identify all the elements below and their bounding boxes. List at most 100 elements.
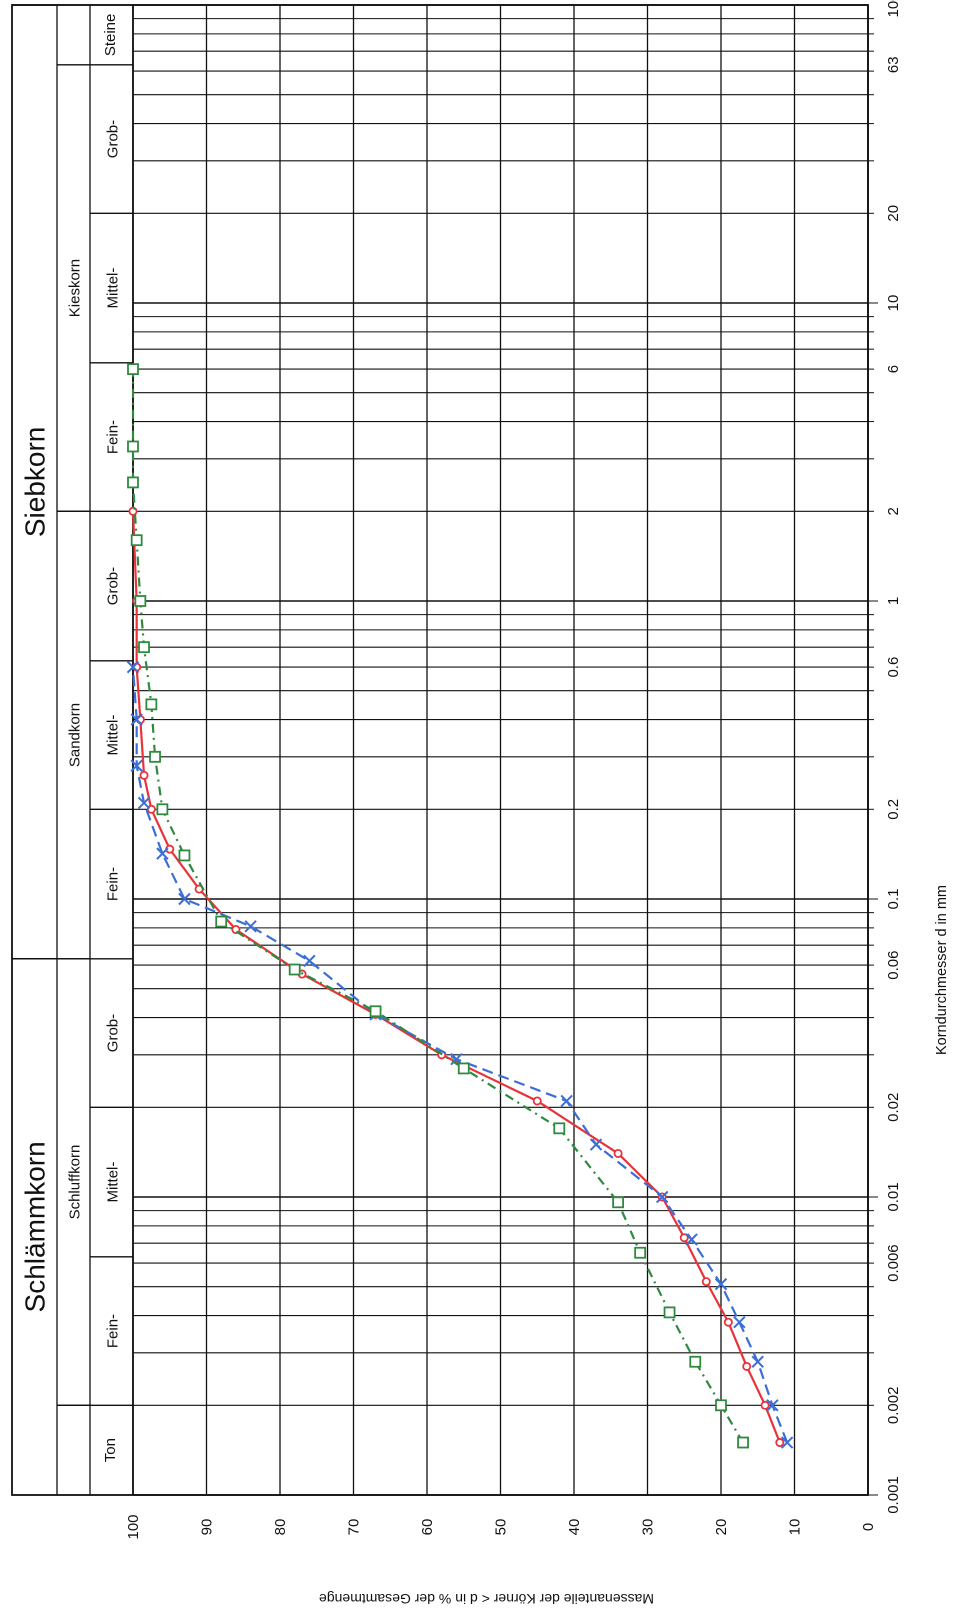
header-class-label-1: Sandkorn [67, 703, 84, 767]
data-point [560, 1094, 573, 1108]
axis-labels: 0.001 0.002 0.006 0.01 0.02 0.06 0.1 0.2 0.6 1 2 6 1… [125, 0, 950, 1607]
data-point [689, 1355, 702, 1368]
header-subclass-label-3: Grob- [105, 1014, 122, 1052]
x-tick-label: 0.006 [885, 1244, 902, 1282]
y-tick-label: 10 [787, 1519, 804, 1536]
data-point [737, 1436, 749, 1449]
data-point [715, 1399, 727, 1412]
series-line [131, 511, 781, 1443]
data-point [156, 847, 169, 860]
x-tick-label: 2 [885, 507, 902, 515]
x-tick-label: 63 [885, 56, 902, 73]
x-tick-label: 10 [885, 295, 902, 312]
y-tick-label: 90 [199, 1519, 216, 1536]
series-1 [126, 660, 794, 1449]
data-point [127, 440, 139, 453]
y-tick-label: 30 [640, 1519, 657, 1536]
data-point [149, 750, 161, 763]
data-point [126, 660, 140, 674]
x-tick-label: 0.01 [885, 1182, 902, 1211]
data-point [751, 1355, 764, 1368]
data-point [589, 1138, 603, 1151]
x-tick-label: 1 [885, 597, 902, 605]
data-point [780, 1436, 794, 1449]
x-tick-label: 0.1 [885, 889, 902, 910]
y-tick-label: 100 [125, 1514, 142, 1539]
header-subclass-label-1: Fein- [105, 1314, 122, 1348]
data-point [775, 1438, 785, 1448]
x-tick-label: 6 [885, 365, 902, 373]
series-0 [128, 506, 785, 1448]
data-point [138, 641, 150, 654]
y-tick-label: 40 [566, 1519, 583, 1536]
header-subclass-label-8: Mittel- [105, 268, 122, 309]
grid-layer [132, 4, 878, 1496]
data-point [679, 1233, 689, 1243]
x-tick-label: 0.06 [885, 951, 902, 980]
y-axis-title: Massenanteile der Körner < d in % der Ge… [319, 1591, 654, 1607]
data-point [714, 1277, 728, 1291]
y-tick-label: 20 [713, 1519, 730, 1536]
header-subclass-label-4: Fein- [105, 867, 122, 901]
data-point [137, 796, 151, 810]
header-subclass-label-9: Grob- [105, 120, 122, 158]
data-point [553, 1122, 566, 1135]
data-point [612, 1196, 624, 1209]
data-point [145, 698, 158, 711]
header-class-label-2: Kieskorn [67, 259, 84, 317]
data-series-layer [126, 363, 794, 1449]
header-subclass-label-2: Mittel- [105, 1162, 122, 1203]
data-point [130, 759, 143, 772]
data-point [303, 954, 316, 968]
x-tick-label: 100 [885, 0, 902, 18]
data-point [130, 534, 143, 547]
x-tick-label: 0.2 [885, 799, 902, 820]
data-point [634, 1246, 647, 1259]
x-tick-label: 0.02 [885, 1093, 902, 1122]
data-point [288, 963, 301, 976]
header-table: Schlämmkorn Siebkorn Schluffkorn Sandkorn Ki… [11, 4, 869, 1496]
header-group-label-1: Siebkorn [20, 427, 51, 538]
x-tick-label: 20 [885, 205, 902, 222]
data-point [178, 849, 191, 862]
header-class-label-0: Schluffkorn [67, 1145, 84, 1220]
data-point [766, 1399, 779, 1412]
header-group-label-0: Schlämmkorn [20, 1141, 51, 1312]
header-subclass-label-6: Grob- [105, 567, 122, 605]
header-subclass-label-5: Mittel- [105, 715, 122, 756]
data-point [134, 595, 147, 607]
data-point [685, 1233, 698, 1246]
data-point [130, 713, 143, 726]
y-tick-label: 50 [493, 1519, 510, 1536]
data-point [127, 476, 139, 489]
y-tick-label: 70 [346, 1519, 363, 1536]
data-point [457, 1062, 470, 1075]
x-tick-label: 0.001 [885, 1476, 902, 1514]
y-tick-label: 0 [860, 1523, 877, 1531]
chart-frame [11, 4, 869, 1496]
data-point [613, 1148, 623, 1158]
data-point [139, 770, 149, 780]
header-subclass-label-7: Fein- [105, 420, 122, 454]
data-point [127, 363, 139, 376]
header-subclass-label-10: Steine [102, 14, 119, 57]
data-point [663, 1306, 676, 1319]
data-point [532, 1096, 542, 1106]
data-point [701, 1277, 711, 1287]
data-point [655, 1190, 669, 1204]
data-point [178, 892, 191, 906]
y-tick-label: 60 [419, 1519, 436, 1536]
series-line [131, 369, 744, 1444]
data-point [215, 915, 228, 928]
series-2 [127, 363, 749, 1449]
data-point [244, 920, 257, 933]
x-tick-label: 0.6 [885, 657, 902, 678]
data-point [723, 1317, 733, 1327]
data-point [733, 1316, 746, 1329]
data-point [742, 1361, 752, 1371]
data-point [156, 803, 169, 816]
data-point [760, 1400, 770, 1410]
data-point [369, 1005, 382, 1018]
